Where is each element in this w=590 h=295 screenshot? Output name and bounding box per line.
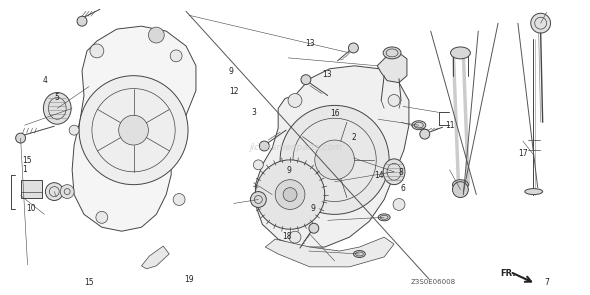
Circle shape [301, 75, 311, 85]
Circle shape [393, 199, 405, 210]
Text: FR.: FR. [500, 269, 516, 278]
Circle shape [349, 43, 358, 53]
Text: jlclassmenparts.com: jlclassmenparts.com [248, 142, 342, 152]
Circle shape [289, 231, 301, 243]
Ellipse shape [353, 250, 365, 258]
Text: 4: 4 [42, 76, 47, 85]
Circle shape [309, 223, 319, 233]
Circle shape [531, 13, 550, 33]
Text: 18: 18 [283, 232, 292, 241]
Text: 8: 8 [399, 168, 404, 177]
Text: 15: 15 [84, 278, 94, 287]
Circle shape [96, 212, 108, 223]
Ellipse shape [378, 214, 390, 221]
Ellipse shape [383, 47, 401, 59]
Text: 9: 9 [310, 204, 315, 213]
Circle shape [250, 191, 266, 207]
Text: 12: 12 [229, 88, 238, 96]
Text: 6: 6 [401, 184, 405, 193]
Circle shape [79, 76, 188, 185]
Ellipse shape [383, 159, 405, 185]
Text: 14: 14 [373, 171, 384, 180]
Text: 9: 9 [228, 67, 233, 76]
Polygon shape [377, 53, 407, 83]
Text: 15: 15 [22, 156, 32, 165]
Circle shape [288, 94, 302, 107]
Circle shape [90, 44, 104, 58]
Text: 11: 11 [445, 121, 455, 130]
Text: 3: 3 [252, 108, 257, 117]
Polygon shape [142, 246, 169, 269]
Text: 19: 19 [184, 275, 194, 284]
Circle shape [16, 133, 25, 143]
Polygon shape [72, 26, 196, 231]
Circle shape [275, 180, 305, 209]
Circle shape [260, 141, 269, 151]
Polygon shape [266, 237, 394, 267]
Circle shape [315, 140, 355, 180]
Circle shape [60, 185, 74, 199]
Circle shape [170, 50, 182, 62]
Circle shape [280, 105, 389, 214]
Circle shape [45, 183, 63, 201]
Text: 9: 9 [287, 166, 291, 176]
Text: Z3S0E06008: Z3S0E06008 [411, 279, 456, 285]
Circle shape [253, 160, 263, 170]
Text: 13: 13 [305, 39, 314, 48]
Text: 1: 1 [22, 165, 27, 174]
Circle shape [388, 94, 400, 106]
Ellipse shape [451, 47, 470, 59]
Circle shape [149, 27, 164, 43]
Polygon shape [255, 66, 409, 247]
Text: 2: 2 [351, 133, 356, 142]
Circle shape [453, 182, 468, 198]
Ellipse shape [412, 121, 426, 130]
Text: 10: 10 [26, 204, 35, 213]
Ellipse shape [525, 189, 543, 195]
Circle shape [77, 16, 87, 26]
Text: 13: 13 [322, 70, 332, 79]
Circle shape [173, 194, 185, 205]
Circle shape [69, 125, 79, 135]
Text: 7: 7 [544, 278, 549, 287]
Text: 17: 17 [518, 149, 527, 158]
Ellipse shape [453, 180, 468, 190]
Circle shape [255, 160, 324, 229]
Text: 16: 16 [330, 109, 340, 118]
Bar [21, 180, 42, 198]
Text: 5: 5 [54, 93, 59, 102]
Circle shape [283, 188, 297, 201]
Ellipse shape [44, 93, 71, 124]
Circle shape [119, 115, 149, 145]
Circle shape [420, 129, 430, 139]
